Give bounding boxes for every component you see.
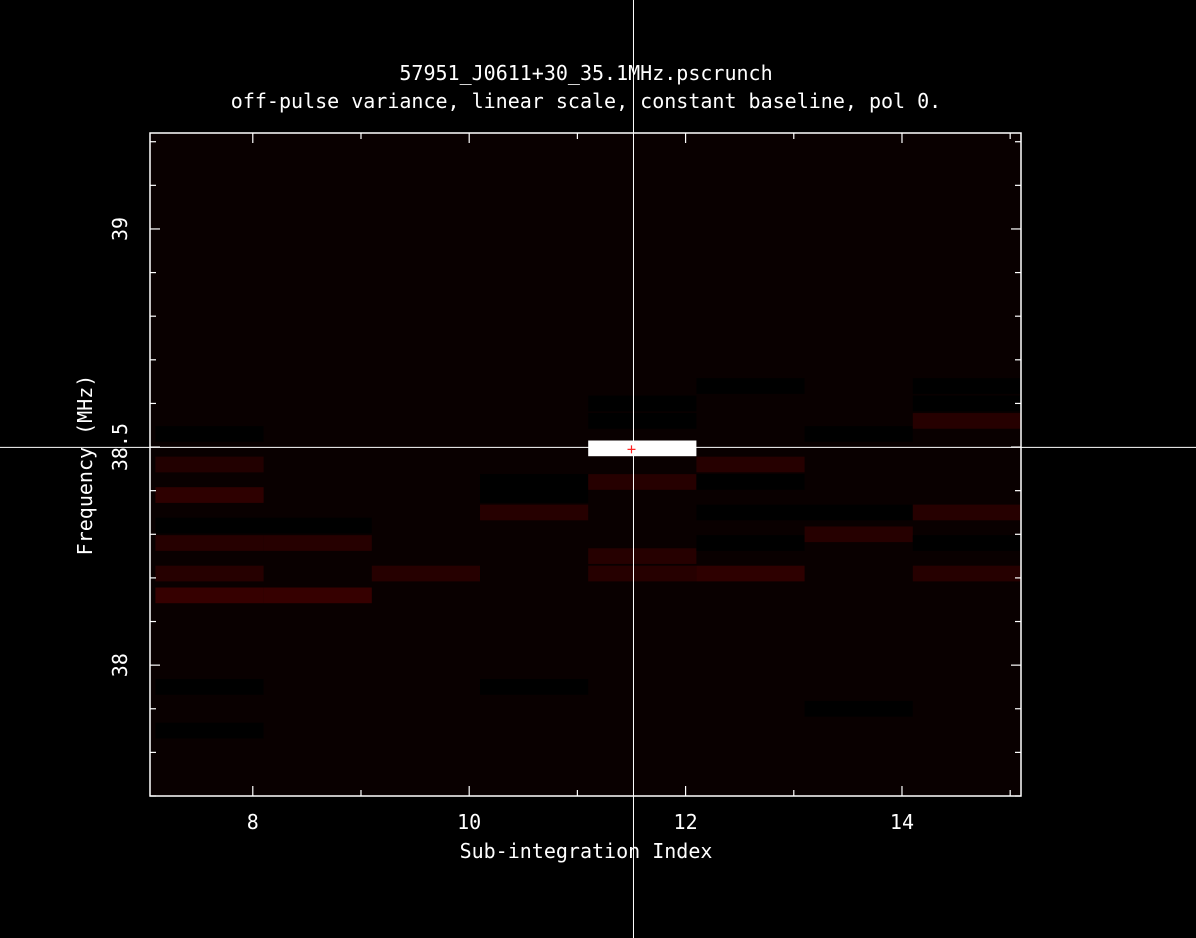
y-axis-label: Frequency (MHz) xyxy=(73,375,97,556)
heatmap-cell xyxy=(588,413,697,429)
x-tick-label: 10 xyxy=(457,810,481,834)
heatmap-cell xyxy=(588,440,697,457)
heatmap-cell xyxy=(588,548,697,564)
heatmap-cell xyxy=(155,565,264,582)
heatmap-cell xyxy=(804,426,913,442)
heatmap-cell xyxy=(480,487,589,503)
heatmap-cell xyxy=(912,378,1021,394)
heatmap-cell xyxy=(696,456,805,473)
heatmap-cell xyxy=(588,474,697,490)
heatmap-cell xyxy=(155,679,264,695)
heatmap-cell xyxy=(804,700,913,717)
heatmap-cell xyxy=(155,535,264,551)
x-axis-ticks: 8 10 12 14 xyxy=(247,133,1011,834)
chart-title: 57951_J0611+30_35.1MHz.pscrunch xyxy=(399,61,772,85)
heatmap-cell xyxy=(912,535,1021,551)
heatmap-cell xyxy=(480,504,589,521)
heatmap-cell xyxy=(696,535,805,551)
heatmap-cell xyxy=(155,587,264,604)
heatmap-cell xyxy=(480,679,589,695)
heatmap-cell xyxy=(588,395,697,412)
heatmap-cell xyxy=(912,395,1021,412)
heatmap-cell xyxy=(696,565,805,582)
heatmap-cell xyxy=(155,722,264,739)
heatmap-cell xyxy=(912,565,1021,582)
heatmap-cell xyxy=(155,517,264,534)
heatmap-cell xyxy=(588,565,697,582)
x-tick-label: 14 xyxy=(890,810,914,834)
heatmap-cell xyxy=(804,526,913,543)
heatmap-cell xyxy=(371,565,481,582)
heatmap-cell xyxy=(263,587,372,604)
x-tick-label: 8 xyxy=(247,810,259,834)
plot-frame xyxy=(149,132,1022,797)
heatmap-cell xyxy=(912,413,1021,429)
chart-subtitle: off-pulse variance, linear scale, consta… xyxy=(231,89,941,113)
heatmap-cell xyxy=(155,487,264,503)
heatmap-cell xyxy=(696,474,805,490)
heatmap-cells xyxy=(155,378,1021,739)
heatmap-cell xyxy=(155,426,264,442)
heatmap-cell xyxy=(263,535,372,551)
heatmap-cell xyxy=(263,517,372,534)
y-tick-label: 38 xyxy=(108,653,132,677)
y-tick-label: 39 xyxy=(108,217,132,241)
x-tick-label: 12 xyxy=(674,810,698,834)
heatmap-cell xyxy=(696,504,805,521)
heatmap-cell xyxy=(155,456,264,473)
plot-area-background xyxy=(150,133,1021,796)
heatmap-cell xyxy=(912,504,1021,521)
heatmap-cell xyxy=(696,378,805,394)
heatmap-cell xyxy=(804,504,913,521)
heatmap-cell xyxy=(480,474,589,490)
x-axis-label: Sub-integration Index xyxy=(460,839,713,863)
